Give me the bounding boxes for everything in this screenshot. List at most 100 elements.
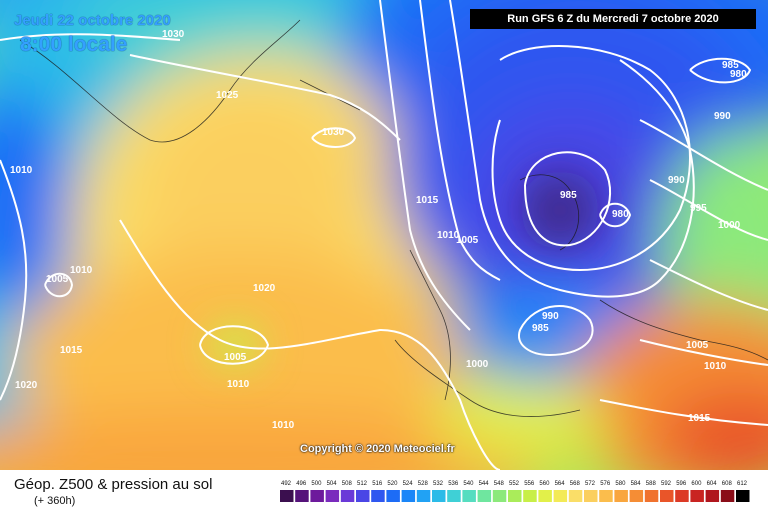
local-time-title: 8:00 locale bbox=[20, 33, 128, 56]
isobar-label: 1025 bbox=[216, 90, 239, 101]
legend-tick-label: 508 bbox=[342, 481, 353, 487]
legend-swatch bbox=[295, 490, 309, 502]
isobar-label: 1010 bbox=[10, 165, 33, 176]
legend-swatch bbox=[280, 490, 294, 502]
isobar-label: 990 bbox=[542, 311, 559, 322]
legend-tick-label: 492 bbox=[281, 481, 292, 487]
legend-tick-label: 504 bbox=[327, 481, 338, 487]
legend-tick-label: 572 bbox=[585, 481, 596, 487]
legend-tick-label: 552 bbox=[509, 481, 520, 487]
isobar-labels: 1030 1025 1030 1010 1015 1010 1005 985 9… bbox=[10, 29, 747, 431]
isobar-label: 990 bbox=[714, 111, 731, 122]
legend-tick-label: 544 bbox=[479, 481, 490, 487]
isobar-label: 1010 bbox=[437, 230, 460, 241]
legend-swatch bbox=[371, 490, 385, 502]
legend-tick-label: 600 bbox=[691, 481, 702, 487]
isobar-label: 985 bbox=[532, 323, 549, 334]
legend-tick-label: 596 bbox=[676, 481, 687, 487]
legend-tick-label: 576 bbox=[600, 481, 611, 487]
legend-swatch bbox=[508, 490, 522, 502]
legend-tick-label: 568 bbox=[570, 481, 581, 487]
legend-tick-label: 516 bbox=[372, 481, 383, 487]
isobar-label: 1000 bbox=[466, 359, 489, 370]
legend-tick-label: 496 bbox=[296, 481, 307, 487]
legend-tick-label: 580 bbox=[615, 481, 626, 487]
legend-swatch bbox=[720, 490, 735, 502]
legend-swatch bbox=[340, 490, 355, 502]
valid-date-title: Jeudi 22 octobre 2020 bbox=[14, 12, 171, 29]
isobar-label: 1015 bbox=[60, 345, 83, 356]
legend-swatch bbox=[584, 490, 598, 502]
copyright-notice: Copyright © 2020 Meteociel.fr bbox=[300, 443, 455, 455]
isobar-label: 1010 bbox=[272, 420, 295, 431]
isobar-label: 1030 bbox=[162, 29, 185, 40]
legend-swatch bbox=[416, 490, 431, 502]
legend-swatch bbox=[568, 490, 583, 502]
isobar-label: 1030 bbox=[322, 127, 345, 138]
legend-swatch bbox=[386, 490, 400, 502]
legend-swatch bbox=[325, 490, 340, 502]
legend-tick-label: 564 bbox=[555, 481, 566, 487]
isobar-label: 1005 bbox=[46, 274, 69, 285]
legend-tick-label: 608 bbox=[722, 481, 733, 487]
isobar-label: 1000 bbox=[718, 220, 741, 231]
isobar-label: 1015 bbox=[688, 413, 711, 424]
isobars bbox=[0, 0, 768, 470]
isobar-label: 980 bbox=[730, 69, 747, 80]
legend-tick-label: 524 bbox=[403, 481, 414, 487]
isobar-label: 1020 bbox=[15, 380, 38, 391]
legend-swatch bbox=[690, 490, 704, 502]
legend-tick-label: 612 bbox=[737, 481, 748, 487]
legend-swatch bbox=[432, 490, 446, 502]
isobar-label: 1020 bbox=[253, 283, 276, 294]
legend-tick-label: 540 bbox=[463, 481, 474, 487]
legend-tick-label: 556 bbox=[524, 481, 535, 487]
legend-swatch bbox=[477, 490, 492, 502]
legend-swatch bbox=[356, 490, 370, 502]
isobar-label: 985 bbox=[722, 60, 739, 71]
legend-swatch bbox=[736, 490, 750, 502]
legend-tick-label: 584 bbox=[631, 481, 642, 487]
legend-tick-label: 500 bbox=[311, 481, 322, 487]
legend-tick-label: 588 bbox=[646, 481, 657, 487]
product-title: Géop. Z500 & pression au sol bbox=[14, 476, 213, 493]
legend-swatch bbox=[310, 490, 324, 502]
isobar-label: 1010 bbox=[704, 361, 727, 372]
legend-tick-label: 560 bbox=[539, 481, 550, 487]
legend-swatch bbox=[462, 490, 476, 502]
legend-swatch bbox=[675, 490, 689, 502]
legend-swatch bbox=[629, 490, 644, 502]
isobar-label: 990 bbox=[668, 175, 685, 186]
isobar-label: 1005 bbox=[456, 235, 479, 246]
legend-swatch bbox=[401, 490, 416, 502]
legend-tick-label: 592 bbox=[661, 481, 672, 487]
isobar-label: 995 bbox=[690, 203, 707, 214]
legend-swatch bbox=[599, 490, 613, 502]
coastlines bbox=[19, 19, 768, 417]
legend-swatch bbox=[492, 490, 507, 502]
legend-swatch bbox=[644, 490, 659, 502]
color-legend: 492 496 500 504 508 512 516 520 524 528 532 536 540 5… bbox=[280, 481, 750, 502]
legend-swatch bbox=[523, 490, 537, 502]
run-info-banner: Run GFS 6 Z du Mercredi 7 octobre 2020 bbox=[470, 9, 756, 29]
legend-tick-label: 532 bbox=[433, 481, 444, 487]
isobar-label: 985 bbox=[560, 190, 577, 201]
lead-time: (+ 360h) bbox=[34, 495, 76, 507]
legend-swatch bbox=[447, 490, 461, 502]
legend-tick-label: 604 bbox=[707, 481, 718, 487]
legend-tick-label: 528 bbox=[418, 481, 429, 487]
legend-tick-label: 520 bbox=[387, 481, 398, 487]
legend-tick-label: 536 bbox=[448, 481, 459, 487]
legend-swatch bbox=[538, 490, 552, 502]
legend-swatch bbox=[553, 490, 568, 502]
legend-swatch bbox=[614, 490, 628, 502]
legend-swatch bbox=[660, 490, 674, 502]
isobar-label: 980 bbox=[612, 209, 629, 220]
isobar-label: 1005 bbox=[224, 352, 247, 363]
legend-tick-label: 512 bbox=[357, 481, 368, 487]
legend-tick-label: 548 bbox=[494, 481, 505, 487]
isobar-label: 1010 bbox=[227, 379, 250, 390]
isobar-label: 1005 bbox=[686, 340, 709, 351]
isobar-label: 1010 bbox=[70, 265, 93, 276]
weather-map: 1030 1025 1030 1010 1015 1010 1005 985 9… bbox=[0, 0, 768, 470]
